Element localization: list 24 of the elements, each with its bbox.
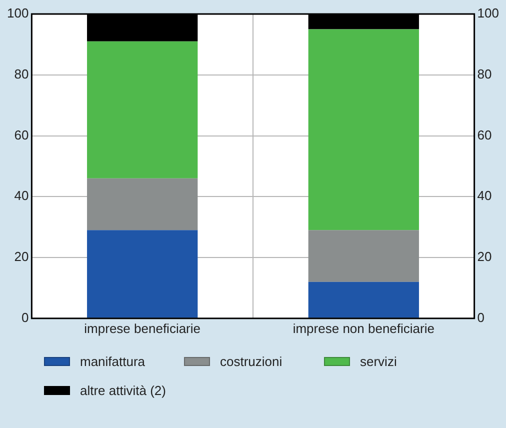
y2-tick-label: 60 — [477, 127, 492, 142]
legend-label: altre attività (2) — [80, 383, 166, 398]
y-tick-label: 100 — [6, 6, 29, 21]
y2-tick-label: 0 — [477, 310, 485, 325]
bar — [308, 230, 419, 282]
y2-tick-label: 80 — [477, 66, 492, 82]
x-tick-label: imprese non beneficiarie — [292, 320, 434, 336]
bar — [87, 230, 198, 318]
legend-label: servizi — [360, 354, 397, 369]
bar — [87, 178, 198, 230]
y2-tick-label: 40 — [477, 188, 492, 204]
bar — [308, 29, 419, 230]
y2-tick-label: 20 — [477, 249, 492, 264]
y-tick-label: 0 — [21, 310, 29, 325]
legend-label: manifattura — [80, 354, 146, 369]
x-tick-label: imprese beneficiarie — [84, 320, 201, 336]
y2-tick-label: 100 — [477, 6, 500, 21]
y-tick-label: 40 — [14, 188, 29, 204]
y-tick-label: 20 — [14, 249, 29, 264]
y-tick-label: 80 — [14, 66, 29, 82]
bar — [308, 282, 419, 318]
bar — [87, 41, 198, 178]
y-tick-label: 60 — [14, 127, 29, 142]
legend-label: costruzioni — [220, 354, 282, 369]
